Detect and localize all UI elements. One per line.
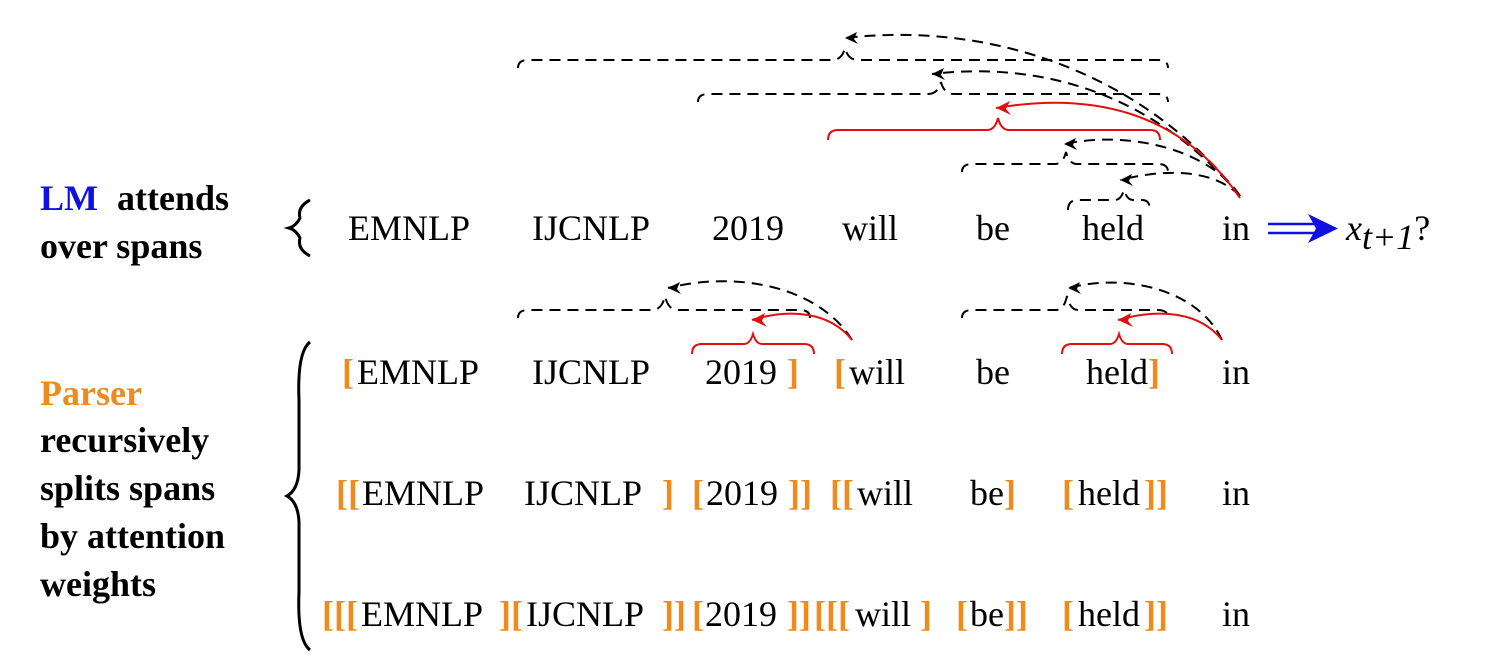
p1-arc-will-held	[1067, 281, 1223, 341]
p1-span-emnlp-2019	[517, 295, 811, 319]
p3-word-held: held	[1078, 594, 1140, 634]
parse-row-3: [[[ EMNLP ][ IJCNLP ]] [ 2019 ]] [[[ wil…	[322, 594, 1250, 634]
span-brace-strong	[827, 117, 1161, 141]
span-brace-held	[1067, 186, 1151, 211]
lm-attention-spans	[517, 47, 1169, 211]
p2-word-ijcnlp: IJCNLP	[524, 473, 642, 513]
p3-bracket-open-4: [	[956, 594, 968, 634]
p2-bracket-open-2: [	[692, 473, 704, 513]
p3-bracket-close-5: ]]	[1144, 594, 1168, 634]
arc-to-ijcnlp-held	[931, 70, 1241, 197]
lm-word-2019: 2019	[712, 208, 784, 248]
p3-word-emnlp: EMNLP	[361, 594, 483, 634]
lm-brace	[283, 198, 311, 258]
p1-word-be: be	[976, 352, 1010, 392]
svg-text:LM attends: LM attends	[40, 178, 229, 218]
p3-bracket-mid-1: ][	[499, 594, 523, 634]
parser-line3: splits spans	[40, 468, 215, 508]
p1-word-held: held	[1086, 352, 1148, 392]
parser-label: Parser recursively splits spans by atten…	[40, 373, 225, 604]
lm-word-held: held	[1082, 208, 1144, 248]
p1-arc-2019	[751, 312, 853, 341]
p1-word-in: in	[1222, 352, 1250, 392]
arc-strong	[995, 101, 1241, 199]
parser-brace	[283, 340, 312, 652]
arc-to-held	[1119, 171, 1241, 197]
p2-bracket-open-4: [	[1062, 473, 1074, 513]
p3-bracket-close-4: ]]	[1004, 594, 1028, 634]
p3-bracket-close-1: ]]	[662, 594, 686, 634]
parser-line4: by attention	[40, 516, 225, 556]
span-brace-be-held	[961, 151, 1169, 173]
p3-bracket-open-1: [[[	[322, 594, 358, 634]
p3-word-2019: 2019	[705, 594, 777, 634]
p3-bracket-close-2: ]]	[787, 594, 811, 634]
prediction-arrow	[1268, 214, 1338, 243]
lm-label: LM attends over spans	[40, 178, 229, 266]
p2-bracket-close-1: ]	[662, 473, 674, 513]
p2-bracket-close-3: ]	[1004, 473, 1016, 513]
parser-row1-attention	[517, 280, 1223, 355]
parse-row-1: [ EMNLP IJCNLP 2019 ] [ will be held ] i…	[342, 352, 1250, 392]
p1-bracket-close-2: ]	[1148, 352, 1160, 392]
p3-word-will: will	[855, 594, 911, 634]
lm-line2: over spans	[40, 226, 202, 266]
lm-word-ijcnlp: IJCNLP	[532, 208, 650, 248]
p2-bracket-close-4: ]]	[1144, 473, 1168, 513]
span-brace-full	[517, 47, 1169, 69]
p3-word-ijcnlp: IJCNLP	[526, 594, 644, 634]
p2-word-in: in	[1222, 473, 1250, 513]
p2-word-will: will	[857, 473, 913, 513]
p2-word-emnlp: EMNLP	[362, 473, 484, 513]
p1-span-2019	[691, 330, 815, 355]
p3-word-in: in	[1222, 594, 1250, 634]
p1-bracket-open-1: [	[342, 352, 354, 392]
p3-bracket-open-5: [	[1062, 594, 1074, 634]
lm-highlight: LM	[40, 178, 98, 218]
p1-bracket-close-1: ]	[787, 352, 799, 392]
lm-word-be: be	[976, 208, 1010, 248]
prediction-target: xt+1?	[1345, 208, 1430, 257]
lm-word-in: in	[1222, 208, 1250, 248]
p2-word-held: held	[1078, 473, 1140, 513]
p1-bracket-open-2: [	[834, 352, 846, 392]
p2-word-2019: 2019	[706, 473, 778, 513]
p1-arc-emnlp-2019	[667, 280, 853, 341]
span-brace-ijcnlp-held	[697, 81, 1169, 103]
lm-word-emnlp: EMNLP	[348, 208, 470, 248]
lm-line1-rest: attends	[117, 178, 229, 218]
p1-arc-held	[1117, 312, 1223, 341]
p3-bracket-open-3: [[[	[814, 594, 850, 634]
lm-attention-arcs	[844, 32, 1241, 199]
p3-bracket-close-3: ]	[920, 594, 932, 634]
p1-word-will: will	[849, 352, 905, 392]
p2-bracket-open-1: [[	[336, 473, 360, 513]
parser-line5: weights	[40, 564, 156, 604]
p1-span-will-held	[961, 295, 1169, 319]
p2-bracket-close-2: ]]	[788, 473, 812, 513]
p1-word-ijcnlp: IJCNLP	[532, 352, 650, 392]
p1-word-emnlp: EMNLP	[357, 352, 479, 392]
p2-word-be: be	[970, 473, 1004, 513]
p1-span-held	[1061, 330, 1173, 355]
lm-row: EMNLP IJCNLP 2019 will be held in	[348, 208, 1250, 248]
p3-bracket-open-2: [	[692, 594, 704, 634]
p1-word-2019: 2019	[705, 352, 777, 392]
p2-bracket-open-3: [[	[830, 473, 854, 513]
parser-line2: recursively	[40, 420, 209, 460]
parse-row-2: [[ EMNLP IJCNLP ] [ 2019 ]] [[ will be ]…	[336, 473, 1250, 513]
parser-highlight: Parser	[40, 373, 142, 413]
p3-word-be: be	[970, 594, 1004, 634]
lm-word-will: will	[842, 208, 898, 248]
